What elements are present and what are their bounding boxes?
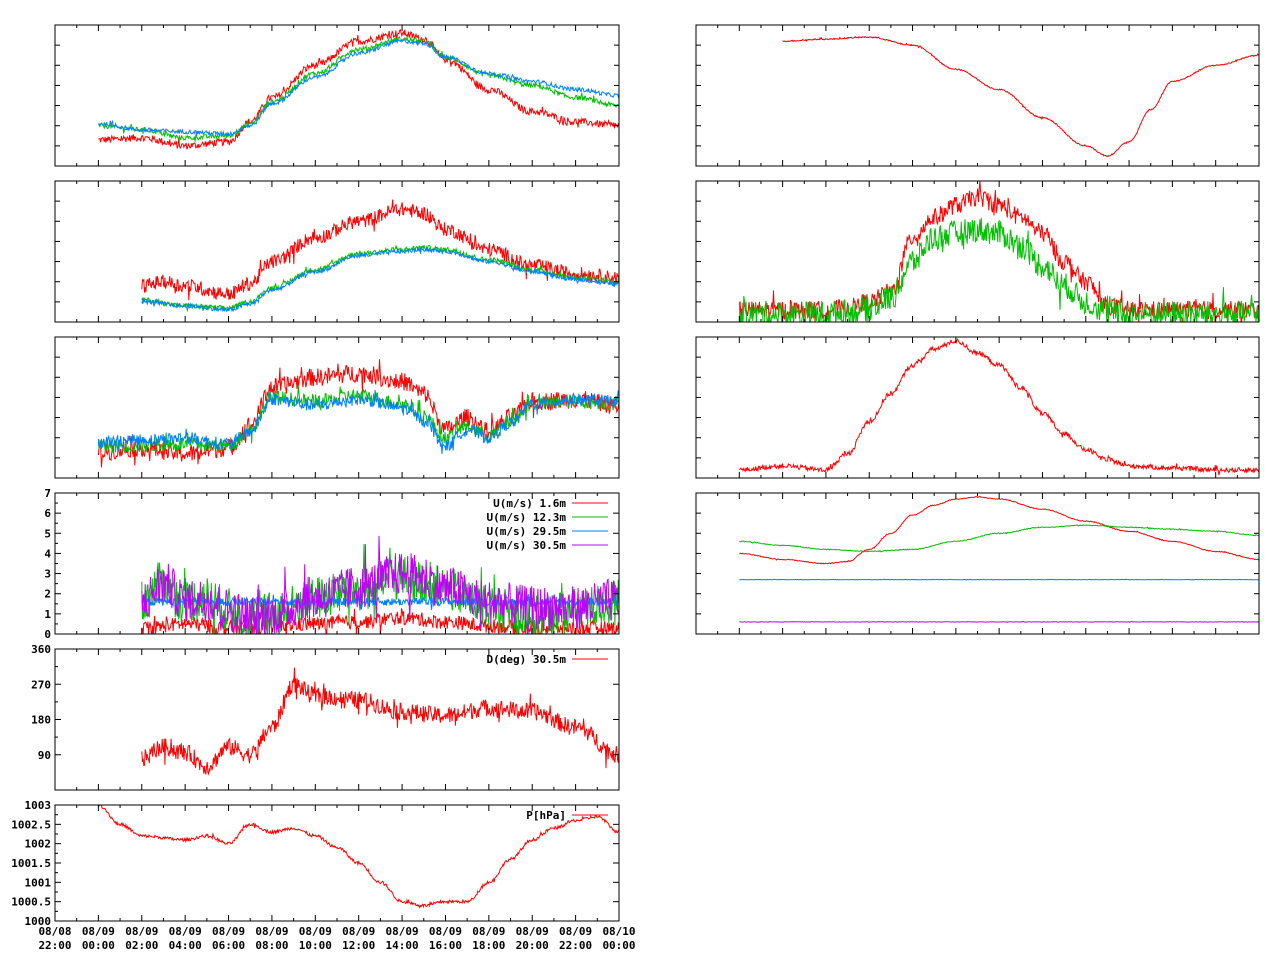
- wind-direction-panel-ytick-label: 90: [38, 749, 51, 762]
- temp-panel-series-1: [98, 35, 619, 142]
- wind-speed-panel-ytick-label: 4: [44, 547, 51, 560]
- wind-speed-panel-ytick-label: 2: [44, 588, 51, 601]
- xtick-date-label: 08/08: [38, 925, 71, 938]
- wind-temp-panel-series-0: [97, 359, 619, 468]
- pressure-panel-ytick-label: 1002: [25, 838, 52, 851]
- wind-speed-panel-ytick-label: 6: [44, 507, 51, 520]
- right-panel-3-series-0: [739, 338, 1259, 476]
- wind-speed-panel-series-1: [141, 543, 619, 634]
- right-panel-1-series-0: [782, 35, 1259, 158]
- wind-speed-panel-legend-label: U(m/s) 29.5m: [487, 525, 567, 538]
- xtick-time-label: 00:00: [602, 939, 635, 952]
- temp-panel-frame: [54, 24, 620, 167]
- xtick-time-label: 12:00: [342, 939, 375, 952]
- right-panel-2: [695, 180, 1260, 323]
- wind-temp-panel-series-2: [97, 389, 619, 454]
- pressure-panel-frame: [54, 804, 620, 922]
- temp-panel-series-2: [97, 38, 619, 138]
- xtick-time-label: 18:00: [472, 939, 505, 952]
- right-panel-4-series-3: [739, 620, 1259, 623]
- pressure-panel-ytick-label: 1000.5: [11, 896, 51, 909]
- xtick-date-label: 08/09: [386, 925, 419, 938]
- wind-speed-panel-legend-label: U(m/s) 12.3m: [487, 511, 567, 524]
- xtick-time-label: 04:00: [169, 939, 202, 952]
- temp-panel: [54, 24, 620, 167]
- right-panel-2-frame: [695, 180, 1260, 323]
- wind-speed-panel-ytick-label: 3: [44, 568, 51, 581]
- humidity-panel-series-2: [141, 245, 619, 313]
- wind-direction-panel-ytick-label: 180: [31, 714, 51, 727]
- wind-speed-panel-ytick-label: 0: [44, 628, 51, 641]
- wind-speed-panel-ytick-label: 7: [44, 487, 51, 500]
- wind-direction-panel: 90 180 270 360 D(deg) 30.5m: [31, 643, 620, 791]
- wind-speed-panel-ytick-label: 5: [44, 527, 51, 540]
- wind-temp-panel: [54, 336, 620, 479]
- right-panel-1: [695, 24, 1260, 167]
- wind-speed-panel-series-3: [141, 535, 619, 634]
- xtick-time-label: 10:00: [299, 939, 332, 952]
- wind-direction-panel-ytick-label: 360: [31, 643, 51, 656]
- temp-panel-series-0: [98, 28, 619, 150]
- xtick-date-label: 08/09: [429, 925, 462, 938]
- humidity-panel-series-1: [141, 244, 619, 312]
- wind-direction-panel-frame: [54, 648, 620, 791]
- right-panel-4-frame: [695, 492, 1260, 635]
- wind-speed-panel-series-2: [141, 593, 619, 611]
- pressure-panel-ytick-label: 1000: [25, 915, 52, 928]
- humidity-panel-frame: [54, 180, 620, 323]
- xtick-time-label: 02:00: [125, 939, 158, 952]
- xtick-date-label: 08/10: [602, 925, 635, 938]
- pressure-panel: 1000 1000.5 1001 1001.5 1002 1002.5 1003 P[hPa]…: [11, 799, 635, 952]
- right-panel-3-frame: [695, 336, 1260, 479]
- xtick-date-label: 08/09: [472, 925, 505, 938]
- wind-direction-panel-legend-label: D(deg) 30.5m: [487, 653, 567, 666]
- xtick-date-label: 08/09: [82, 925, 115, 938]
- pressure-panel-legend-label: P[hPa]: [526, 809, 566, 822]
- xtick-time-label: 20:00: [516, 939, 549, 952]
- xtick-time-label: 16:00: [429, 939, 462, 952]
- pressure-panel-ytick-label: 1002.5: [11, 818, 51, 831]
- xtick-time-label: 14:00: [386, 939, 419, 952]
- right-panel-4: [695, 492, 1260, 635]
- right-panel-4-series-2: [739, 578, 1259, 581]
- xtick-time-label: 08:00: [255, 939, 288, 952]
- wind-direction-panel-ytick-label: 270: [31, 678, 51, 691]
- xtick-time-label: 22:00: [559, 939, 592, 952]
- xtick-date-label: 08/09: [169, 925, 202, 938]
- wind-speed-panel-ytick-label: 1: [44, 608, 51, 621]
- pressure-panel-ytick-label: 1001: [25, 876, 52, 889]
- xtick-date-label: 08/09: [255, 925, 288, 938]
- xtick-time-label: 06:00: [212, 939, 245, 952]
- wind-speed-panel-legend-label: U(m/s) 1.6m: [493, 497, 566, 510]
- xtick-date-label: 08/09: [342, 925, 375, 938]
- xtick-time-label: 22:00: [38, 939, 71, 952]
- wind-direction-panel-series-0: [141, 667, 619, 776]
- xtick-date-label: 08/09: [516, 925, 549, 938]
- humidity-panel-series-0: [141, 199, 619, 301]
- xtick-time-label: 00:00: [82, 939, 115, 952]
- right-panel-3: [695, 336, 1260, 479]
- right-panel-4-series-0: [739, 495, 1259, 565]
- right-panel-1-frame: [695, 24, 1260, 167]
- pressure-panel-series-0: [98, 805, 619, 909]
- humidity-panel: [54, 180, 620, 323]
- pressure-panel-ytick-label: 1003: [25, 799, 52, 812]
- wind-temp-panel-series-1: [97, 384, 619, 454]
- wind-speed-panel: 0 1 2 3 4 5 6 7 U(m/s) 1.6mU(m/s) 12.3mU(m/s) 29…: [44, 487, 620, 641]
- wind-speed-panel-legend-label: U(m/s) 30.5m: [487, 539, 567, 552]
- right-panel-4-series-1: [739, 524, 1259, 553]
- xtick-date-label: 08/09: [212, 925, 245, 938]
- xtick-date-label: 08/09: [559, 925, 592, 938]
- xtick-date-label: 08/09: [125, 925, 158, 938]
- xtick-date-label: 08/09: [299, 925, 332, 938]
- pressure-panel-ytick-label: 1001.5: [11, 857, 51, 870]
